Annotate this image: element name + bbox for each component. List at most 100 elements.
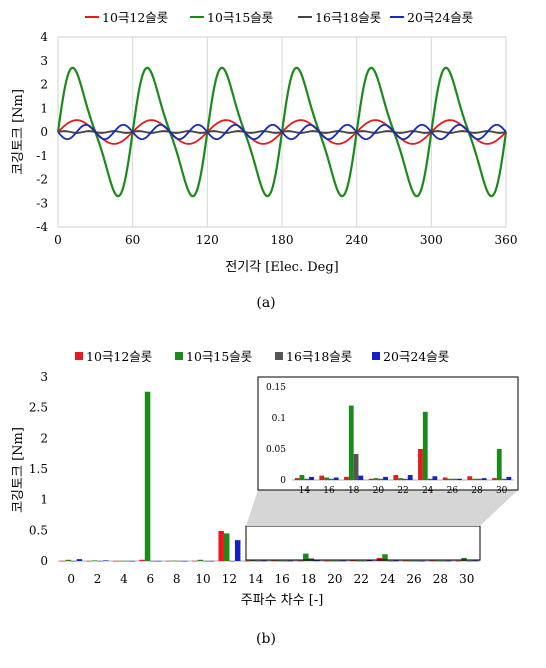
y-tick-label: 0.5 xyxy=(29,523,48,537)
inset-bar xyxy=(378,478,384,480)
bar xyxy=(86,560,93,562)
bar xyxy=(329,560,335,562)
legend-a: 10극12슬롯 10극15슬롯 16극18슬롯 20극24슬롯 xyxy=(85,10,473,25)
x-tick-label: 28 xyxy=(433,572,448,586)
y-tick-label: 2 xyxy=(40,431,48,445)
bar xyxy=(71,560,77,562)
x-tick-label: 26 xyxy=(406,572,421,586)
bar xyxy=(65,559,72,561)
bar xyxy=(455,560,462,562)
bar xyxy=(244,560,251,562)
y-tick-label: -4 xyxy=(36,220,48,234)
x-tick-label: 360 xyxy=(495,233,518,247)
y-axis-label-a: 코깅토크 [Nm] xyxy=(11,89,26,175)
inset-y-tick-label: 0.05 xyxy=(266,445,286,455)
inset-bar xyxy=(393,475,399,480)
inset-bar xyxy=(344,476,349,480)
x-tick-label: 18 xyxy=(301,572,316,586)
inset-bar xyxy=(501,478,507,480)
x-axis-label-a: 전기각 [Elec. Deg] xyxy=(225,260,338,275)
series-line xyxy=(57,123,507,141)
zoom-region-box xyxy=(245,525,481,561)
legend-swatch xyxy=(175,352,183,360)
bar xyxy=(414,560,420,562)
inset-bar xyxy=(467,476,473,480)
series-lines-a xyxy=(56,66,508,198)
bar xyxy=(334,560,341,562)
legend-label: 10극12슬롯 xyxy=(86,349,152,364)
bar xyxy=(366,560,373,562)
cogging-torque-waveform-chart: 10극12슬롯 10극15슬롯 16극18슬롯 20극24슬롯 4 3 2 1 0 -1 -2 -3… xyxy=(11,10,517,311)
bar xyxy=(408,560,415,562)
y-axis-label-b: 코깅토크 [Nm] xyxy=(11,427,26,513)
inset-x-tick-label: 30 xyxy=(496,486,508,496)
inset-bar xyxy=(353,453,359,480)
bar xyxy=(323,560,330,562)
y-tick-label: 3 xyxy=(40,370,48,384)
bar xyxy=(376,557,383,561)
bar xyxy=(229,560,235,562)
inset-bar xyxy=(472,478,477,480)
inset-x-tick-label: 26 xyxy=(447,486,459,496)
inset-bar xyxy=(329,478,334,480)
inset-x-tick-label: 16 xyxy=(323,486,335,496)
x-tick-label: 0 xyxy=(67,572,75,586)
inset-bar xyxy=(432,476,438,480)
inset-x-tick-label: 28 xyxy=(471,486,483,496)
bar xyxy=(165,560,172,562)
bar xyxy=(144,391,151,561)
inset-bar xyxy=(358,475,364,480)
inset-bar xyxy=(403,478,408,480)
bar xyxy=(92,560,98,561)
bar xyxy=(261,560,267,562)
bar xyxy=(60,560,66,562)
x-tick-label: 6 xyxy=(146,572,154,586)
x-tick-label: 180 xyxy=(271,233,294,247)
inset-bar xyxy=(294,478,300,480)
bar xyxy=(250,560,256,562)
inset-x-tick-label: 14 xyxy=(299,486,311,496)
y-tick-label: 3 xyxy=(40,54,48,68)
bar xyxy=(403,560,409,562)
x-axis-label-b: 주파수 차수 [-] xyxy=(241,593,324,608)
zoom-connector xyxy=(246,490,518,526)
inset-bar xyxy=(398,478,403,480)
inset-x-tick-label: 24 xyxy=(422,486,434,496)
inset-bar xyxy=(383,476,388,480)
inset-bar xyxy=(452,478,458,480)
bar xyxy=(434,560,441,562)
inset-chart: 0.15 0.1 0.05 0 14 16 18 20 22 24 26 28 30 xyxy=(266,383,514,496)
bar xyxy=(139,559,145,561)
inset-bar xyxy=(477,478,482,480)
inset-y-tick-label: 0.15 xyxy=(266,383,286,393)
bar xyxy=(387,560,394,562)
inset-bar xyxy=(373,478,379,480)
bar xyxy=(97,560,104,562)
harmonic-spectrum-chart: 10극12슬롯 10극15슬롯 16극18슬롯 20극24슬롯 3 2.5 2 1.5 1 0.… xyxy=(11,349,519,647)
inset-frame xyxy=(257,376,519,491)
bar xyxy=(303,553,309,561)
bar xyxy=(361,560,367,562)
x-tick-label: 16 xyxy=(275,572,290,586)
y-tick-label: 0 xyxy=(40,125,48,139)
inset-bar xyxy=(304,478,310,480)
y-tick-label: -3 xyxy=(36,196,48,210)
bar xyxy=(223,533,230,561)
inset-bar xyxy=(457,478,462,480)
inset-bar xyxy=(368,478,374,480)
inset-bar xyxy=(324,477,329,480)
inset-bar xyxy=(333,477,339,480)
x-tick-label: 300 xyxy=(420,233,443,247)
bar xyxy=(234,540,241,561)
bar xyxy=(123,560,130,562)
inset-bar xyxy=(418,449,423,480)
x-ticks-b: 0 2 4 6 8 10 12 14 16 18 20 22 24 26 28 30 xyxy=(67,572,474,586)
inset-bar xyxy=(309,476,314,480)
legend-label: 10극12슬롯 xyxy=(102,10,168,25)
x-tick-label: 120 xyxy=(196,233,219,247)
bar xyxy=(203,560,209,562)
x-tick-label: 24 xyxy=(380,572,396,586)
bar xyxy=(297,560,304,562)
x-tick-label: 14 xyxy=(248,572,264,586)
y-tick-label: 2 xyxy=(40,78,48,92)
